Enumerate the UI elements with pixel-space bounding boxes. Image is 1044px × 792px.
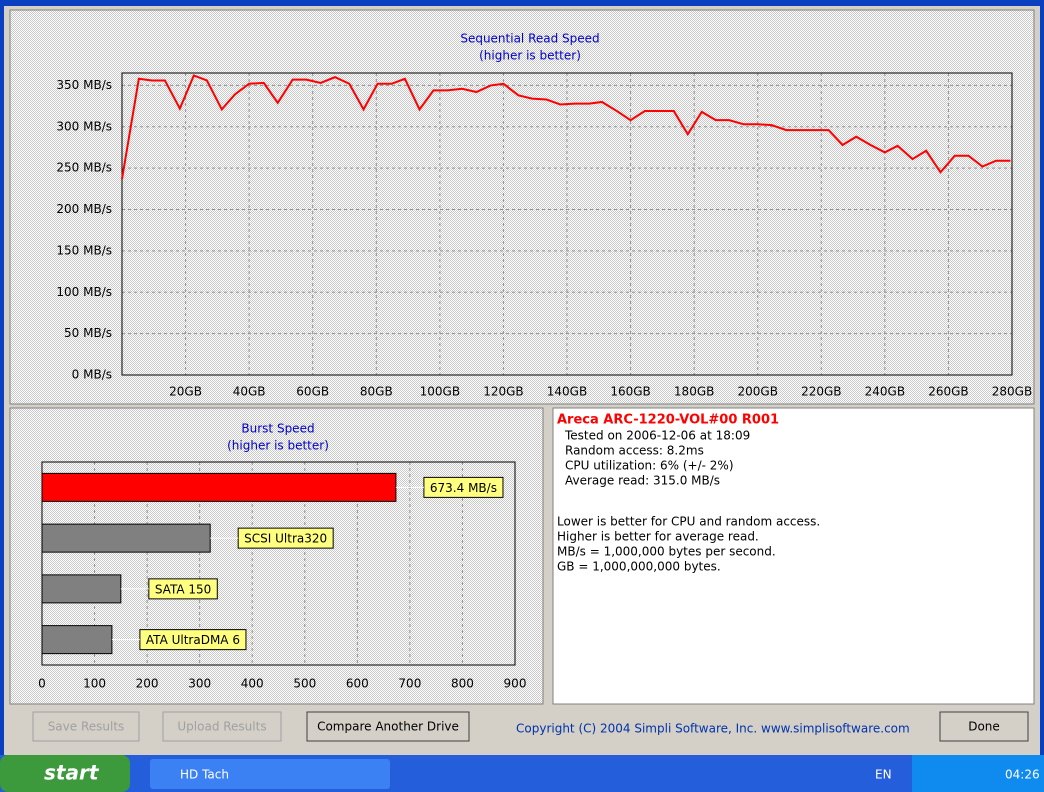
x-tick-label: 40GB	[233, 385, 266, 399]
x-tick-label: 160GB	[610, 385, 650, 399]
bar-label: SATA 150	[155, 582, 211, 596]
info-detail: Random access: 8.2ms	[565, 444, 704, 458]
x-tick-label: 300	[188, 677, 211, 691]
info-detail: Tested on 2006-12-06 at 18:09	[564, 429, 750, 443]
x-tick-label: 120GB	[483, 385, 523, 399]
read-panel	[9, 9, 1035, 405]
x-tick-label: 400	[241, 677, 264, 691]
x-tick-label: 500	[293, 677, 316, 691]
tray	[912, 755, 1044, 792]
y-tick-label: 0 MB/s	[72, 368, 112, 382]
drive-name: Areca ARC-1220-VOL#00 R001	[557, 413, 779, 428]
y-tick-label: 350 MB/s	[56, 78, 112, 92]
x-tick-label: 260GB	[928, 385, 968, 399]
bar-label: ATA UltraDMA 6	[146, 633, 240, 647]
start-label[interactable]: start	[44, 761, 100, 785]
x-tick-label: 800	[451, 677, 474, 691]
chart-title: Sequential Read Speed	[460, 32, 599, 46]
info-note: MB/s = 1,000,000 bytes per second.	[557, 545, 776, 559]
x-tick-label: 900	[504, 677, 527, 691]
task-label[interactable]: HD Tach	[180, 768, 229, 782]
button[interactable]	[939, 711, 1029, 742]
x-tick-label: 220GB	[801, 385, 841, 399]
x-tick-label: 80GB	[360, 385, 393, 399]
chart-subtitle: (higher is better)	[479, 49, 581, 63]
window-border	[1040, 0, 1044, 755]
bar	[41, 625, 113, 655]
plot-frame	[121, 72, 1013, 376]
button-label[interactable]: Done	[968, 720, 1000, 734]
y-tick-label: 250 MB/s	[56, 161, 112, 175]
y-tick-label: 150 MB/s	[56, 243, 112, 257]
y-tick-label: 200 MB/s	[56, 202, 112, 216]
y-tick-label: 300 MB/s	[56, 119, 112, 133]
chart-subtitle: (higher is better)	[227, 439, 329, 453]
bar	[41, 472, 397, 502]
button-label: Save Results	[48, 720, 125, 734]
read-line	[121, 74, 1011, 180]
bar-label: SCSI Ultra320	[244, 532, 327, 546]
info-panel	[552, 407, 1035, 705]
info-note: Higher is better for average read.	[557, 530, 759, 544]
y-tick-label: 50 MB/s	[64, 326, 112, 340]
x-tick-label: 100GB	[420, 385, 460, 399]
start-button[interactable]	[0, 755, 130, 792]
task-button[interactable]	[150, 759, 390, 789]
info-note: GB = 1,000,000,000 bytes.	[557, 560, 721, 574]
info-note: Lower is better for CPU and random acces…	[557, 515, 820, 529]
bar-label: 673.4 MB/s	[430, 481, 497, 495]
x-tick-label: 280GB	[992, 385, 1032, 399]
x-tick-label: 200GB	[737, 385, 777, 399]
x-tick-label: 600	[346, 677, 369, 691]
button-label[interactable]: Compare Another Drive	[317, 720, 459, 734]
title-bar-edge	[0, 0, 1044, 6]
x-tick-label: 200	[136, 677, 159, 691]
x-tick-label: 0	[38, 677, 46, 691]
chart-title: Burst Speed	[241, 422, 314, 436]
window-border	[0, 0, 4, 755]
clock: 04:26	[1005, 768, 1040, 782]
x-tick-label: 140GB	[547, 385, 587, 399]
x-tick-label: 180GB	[674, 385, 714, 399]
button[interactable]	[306, 711, 470, 742]
x-tick-label: 100	[83, 677, 106, 691]
x-tick-label: 60GB	[296, 385, 329, 399]
button	[162, 711, 282, 742]
language: EN	[875, 768, 892, 782]
info-detail: CPU utilization: 6% (+/- 2%)	[565, 459, 734, 473]
info-detail: Average read: 315.0 MB/s	[565, 474, 720, 488]
x-tick-label: 700	[398, 677, 421, 691]
bar	[41, 523, 211, 553]
copyright: Copyright (C) 2004 Simpli Software, Inc.…	[516, 722, 910, 736]
y-tick-label: 100 MB/s	[56, 285, 112, 299]
button-label: Upload Results	[177, 720, 266, 734]
button	[32, 711, 140, 742]
bar	[41, 574, 122, 604]
x-tick-label: 240GB	[865, 385, 905, 399]
burst-panel	[9, 407, 544, 705]
x-tick-label: 20GB	[169, 385, 202, 399]
plot-frame	[41, 461, 516, 666]
